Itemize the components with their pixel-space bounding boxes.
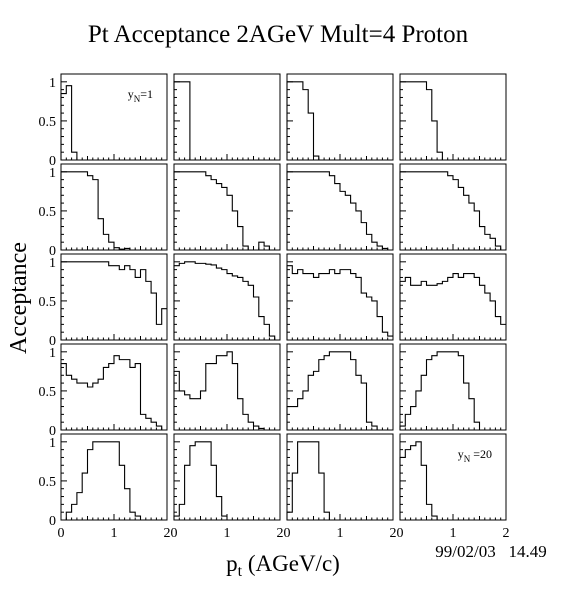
- histogram-panel-15: [286, 343, 394, 431]
- date-stamp: 99/02/03 14.49: [435, 542, 546, 561]
- histogram-line: [173, 441, 280, 521]
- histogram-line: [399, 272, 506, 340]
- y-tick-label: 0: [49, 424, 56, 439]
- annotation-main: y: [458, 447, 464, 461]
- panel-frame: [173, 73, 281, 161]
- histogram-panel-10: [173, 253, 281, 341]
- panel-frame: [173, 163, 281, 251]
- histogram-line: [286, 171, 393, 251]
- y-axis-label: Acceptance: [6, 242, 32, 354]
- panel-frame: [173, 343, 281, 431]
- x-tick-label: 1: [111, 526, 118, 541]
- histogram-line: [399, 441, 506, 521]
- histogram-panel-4: [399, 73, 507, 161]
- histogram-panel-13: 00.51: [39, 343, 168, 439]
- x-axis-label-units: (AGeV/c): [242, 551, 340, 576]
- x-tick-label: 1: [450, 526, 457, 541]
- histogram-panel-9: 00.51: [39, 253, 168, 349]
- annotation-subscript: N: [464, 454, 471, 464]
- panel-frame: [286, 343, 394, 431]
- panel-frame: [60, 433, 168, 521]
- panel-frame: [399, 343, 507, 431]
- y-tick-label: 1: [49, 76, 56, 91]
- x-tick-label: 0: [397, 526, 404, 541]
- y-tick-label: 1: [49, 166, 56, 181]
- panel-frame: [173, 433, 281, 521]
- panel-annotation: yN=1: [128, 87, 153, 104]
- x-tick-label: 1: [337, 526, 344, 541]
- panel-frame: [399, 73, 507, 161]
- histogram-panel-19: 0 1 2: [284, 433, 397, 541]
- x-tick-label: 2: [390, 526, 397, 541]
- annotation-main: y: [128, 87, 134, 101]
- panel-frame: [286, 163, 394, 251]
- annotation-rest: =20: [470, 447, 492, 461]
- y-tick-label: 0.5: [39, 295, 57, 310]
- x-tick-label: 1: [224, 526, 231, 541]
- histogram-line: [173, 171, 280, 251]
- histogram-panel-5: 00.51: [39, 163, 168, 259]
- histogram-panel-8: [399, 163, 507, 251]
- histogram-line: [286, 441, 393, 521]
- histogram-panel-12: [399, 253, 507, 341]
- y-tick-label: 0: [49, 334, 56, 349]
- histogram-panel-1: 00.51: [39, 73, 168, 169]
- histogram-line: [286, 265, 393, 340]
- histogram-panel-18: 0 1 2: [171, 433, 284, 541]
- panel-frame: [60, 253, 168, 341]
- x-axis-label-subscript: t: [238, 563, 243, 580]
- y-tick-label: 0.5: [39, 115, 57, 130]
- figure-title: Pt Acceptance 2AGeV Mult=4 Proton: [88, 21, 469, 48]
- histogram-line: [60, 355, 167, 431]
- panel-annotation: yN =20: [458, 447, 492, 464]
- y-tick-label: 0: [49, 244, 56, 259]
- y-tick-label: 0.5: [39, 385, 57, 400]
- y-tick-label: 1: [49, 346, 56, 361]
- histogram-panel-20: 0 1 2: [397, 433, 510, 541]
- histogram-line: [173, 351, 280, 431]
- x-axis-label: pt (AGeV/c): [226, 551, 340, 580]
- x-tick-label: 2: [164, 526, 171, 541]
- histogram-panel-11: [286, 253, 394, 341]
- histogram-panel-6: [173, 163, 281, 251]
- histogram-panel-17: 0 0.5 1 0 1 2: [39, 433, 171, 541]
- annotation-subscript: N: [134, 94, 141, 104]
- panel-frame: [286, 73, 394, 161]
- panel-frame: [399, 433, 507, 521]
- panel-frame: [173, 253, 281, 341]
- y-tick-label: 1: [49, 256, 56, 271]
- x-tick-label: 2: [277, 526, 284, 541]
- histogram-panel-2: [173, 73, 281, 161]
- x-tick-label: 0: [58, 526, 65, 541]
- y-tick-label: 1: [49, 436, 56, 451]
- histogram-line: [399, 171, 506, 251]
- y-tick-label: 0: [49, 514, 56, 529]
- x-tick-label: 0: [284, 526, 291, 541]
- y-tick-label: 0.5: [39, 205, 57, 220]
- histogram-line: [60, 261, 167, 340]
- histogram-panel-7: [286, 163, 394, 251]
- panel-frame: [60, 163, 168, 251]
- annotation-rest: =1: [140, 87, 153, 101]
- y-tick-label: 0.5: [39, 475, 57, 490]
- histogram-line: [286, 81, 393, 161]
- panel-frame: [286, 253, 394, 341]
- histogram-panel-3: [286, 73, 394, 161]
- x-axis-label-main: p: [226, 551, 238, 576]
- histogram-line: [286, 351, 393, 431]
- histogram-panel-16: [399, 343, 507, 431]
- x-tick-label: 2: [503, 526, 510, 541]
- x-tick-label: 0: [171, 526, 178, 541]
- panel-frame: [286, 433, 394, 521]
- histogram-panel-14: [173, 343, 281, 431]
- y-tick-label: 0: [49, 154, 56, 169]
- histogram-line: [399, 81, 506, 161]
- histogram-line: [173, 261, 280, 341]
